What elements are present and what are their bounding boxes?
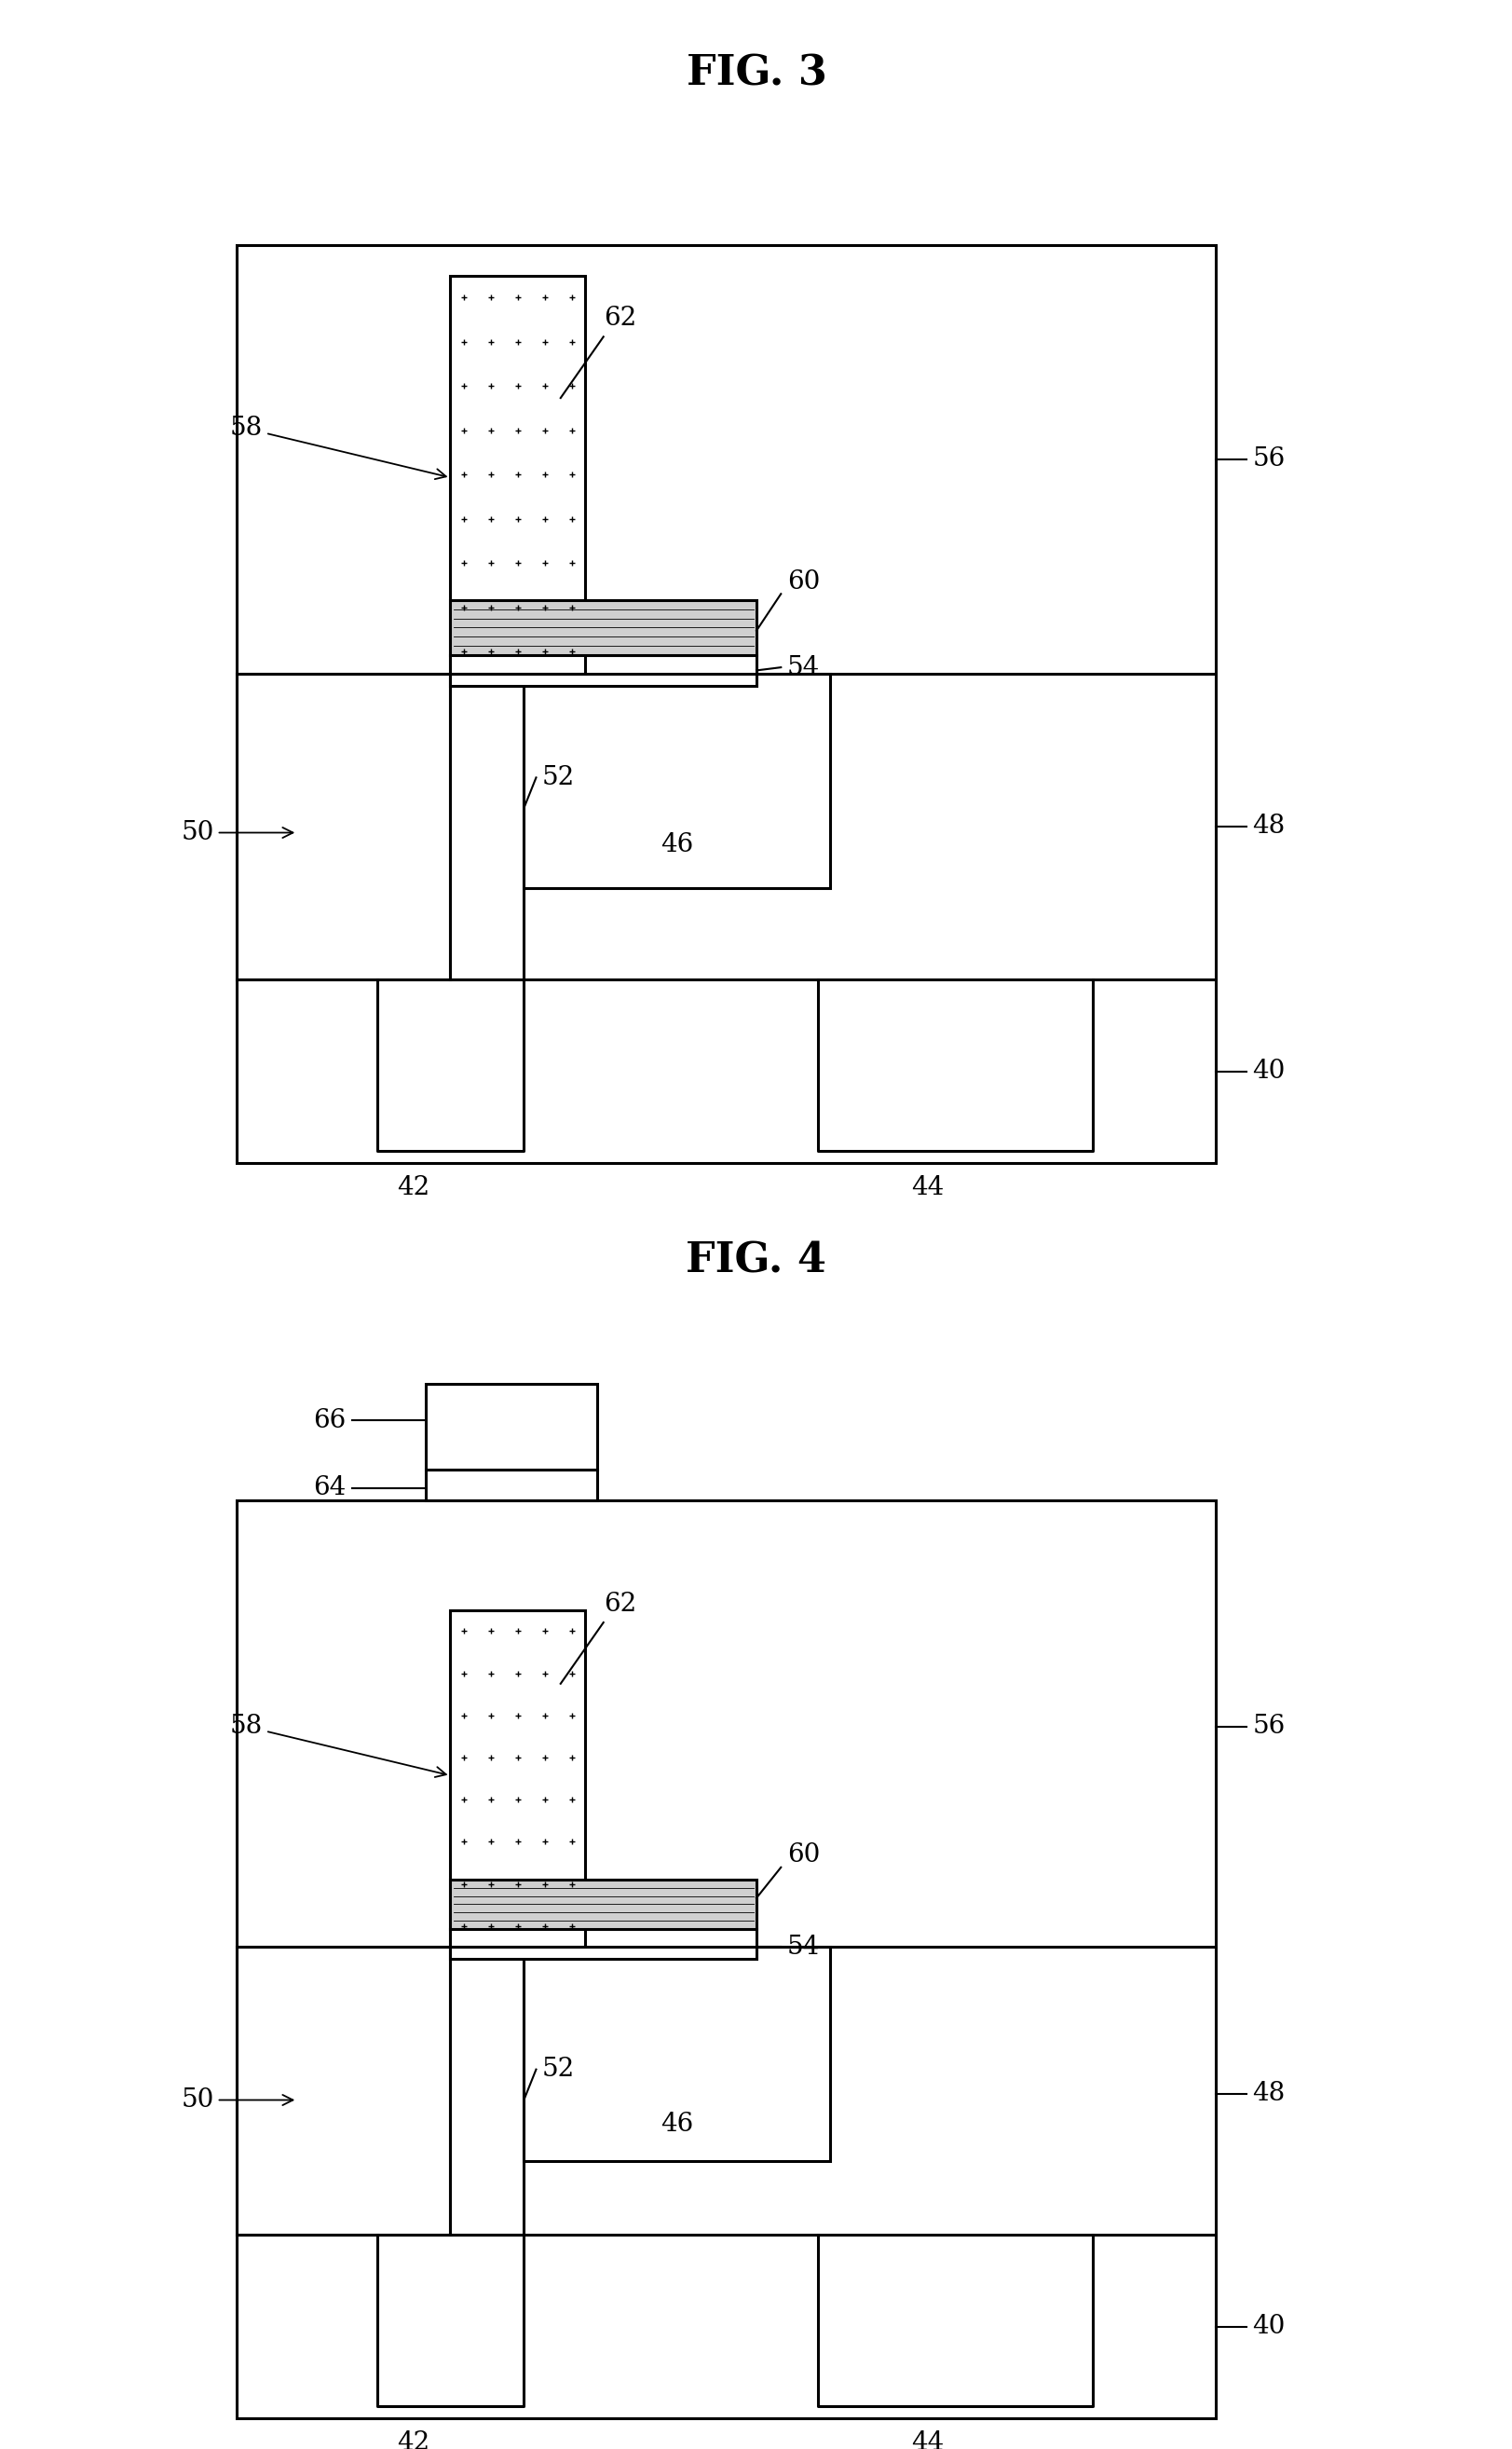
Text: FIG. 4: FIG. 4 — [686, 1242, 826, 1281]
Text: 50: 50 — [181, 820, 293, 845]
Text: 64: 64 — [313, 1474, 346, 1501]
Bar — [523, 1947, 830, 2160]
Bar — [451, 1881, 756, 1930]
Bar — [451, 1930, 756, 1959]
Text: 60: 60 — [786, 568, 820, 595]
Bar — [426, 1469, 597, 1499]
Text: 44: 44 — [910, 2429, 943, 2449]
Bar — [236, 245, 1214, 1163]
Bar — [451, 274, 585, 673]
Text: 44: 44 — [910, 1176, 943, 1200]
Text: 56: 56 — [1252, 446, 1284, 473]
Text: 52: 52 — [541, 2057, 575, 2082]
Text: 50: 50 — [181, 2087, 293, 2113]
Bar — [236, 673, 451, 980]
Text: 46: 46 — [661, 2111, 692, 2138]
Bar — [236, 1947, 451, 2233]
Text: 58: 58 — [230, 416, 446, 480]
Text: 66: 66 — [313, 1408, 346, 1433]
Bar — [426, 1384, 597, 1469]
Bar — [236, 1499, 1214, 2420]
Bar — [523, 673, 830, 889]
Text: FIG. 3: FIG. 3 — [686, 54, 826, 93]
Bar — [451, 673, 523, 980]
Bar — [451, 1611, 585, 1947]
Text: 56: 56 — [1252, 1714, 1284, 1739]
Text: 54: 54 — [786, 654, 820, 681]
Text: 42: 42 — [398, 1176, 429, 1200]
Text: 46: 46 — [661, 833, 692, 857]
Bar — [451, 656, 756, 686]
Bar — [451, 600, 756, 656]
Text: 48: 48 — [1252, 813, 1284, 840]
Text: 58: 58 — [230, 1714, 446, 1778]
Text: 60: 60 — [786, 1842, 820, 1869]
Text: 48: 48 — [1252, 2082, 1284, 2106]
Text: 54: 54 — [786, 1935, 820, 1959]
Text: 40: 40 — [1252, 2314, 1284, 2339]
Text: 62: 62 — [603, 306, 637, 331]
Text: 52: 52 — [541, 764, 575, 791]
Text: 42: 42 — [398, 2429, 429, 2449]
Text: 40: 40 — [1252, 1058, 1284, 1085]
Text: 62: 62 — [603, 1592, 637, 1616]
Bar — [451, 1947, 523, 2233]
